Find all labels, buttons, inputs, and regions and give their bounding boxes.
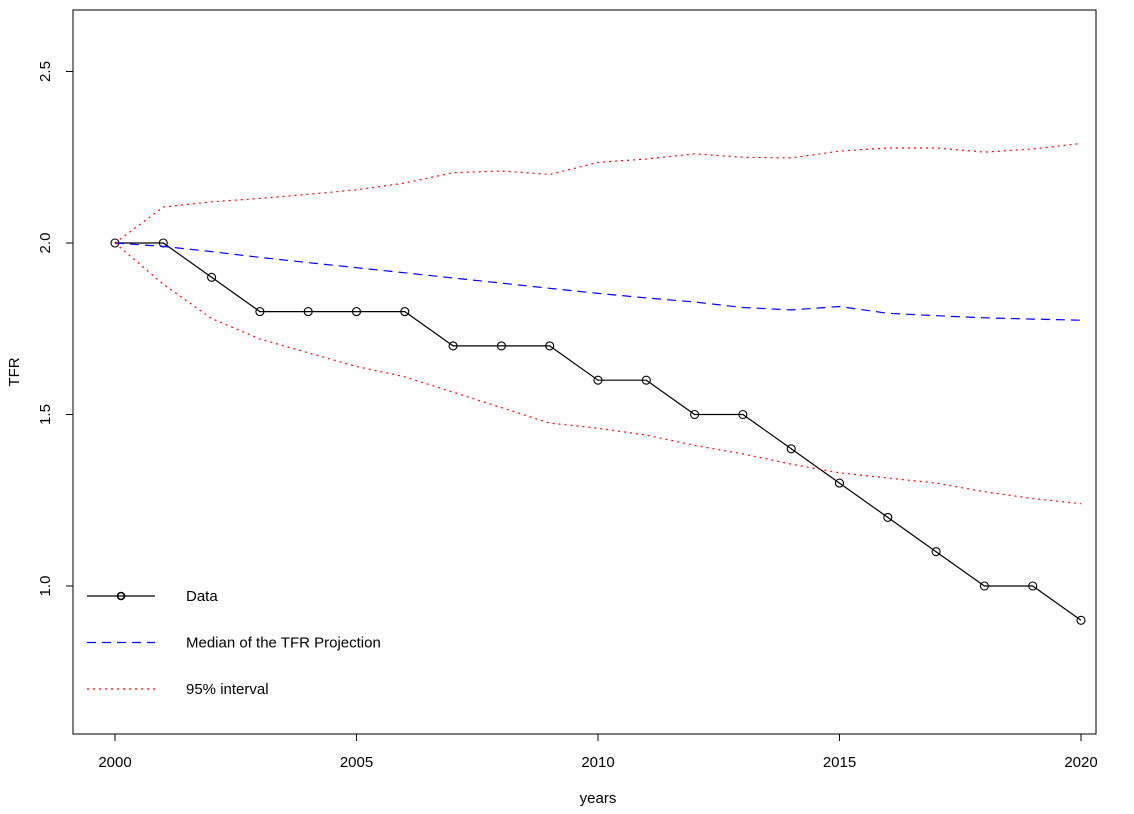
y-tick-label: 2.5: [37, 61, 54, 82]
y-tick-label: 1.5: [37, 404, 54, 425]
data-point-marker: [255, 307, 265, 317]
legend-item-median-of-the-tfr-projection: Median of the TFR Projection: [87, 635, 381, 652]
legend-label: 95% interval: [186, 681, 269, 698]
data-point-marker: [545, 341, 555, 351]
data-point-marker: [641, 375, 651, 385]
x-axis-title: years: [580, 790, 617, 807]
data-point-marker: [448, 341, 458, 351]
data-point-marker: [690, 409, 700, 420]
x-axis: 2000 2005 2010 2015 2020: [98, 734, 1098, 771]
data-point-marker: [883, 512, 893, 522]
legend-marker-sample: [116, 591, 126, 601]
data-point-marker: [979, 581, 989, 591]
y-axis-title: TFR: [6, 357, 23, 386]
data-point-marker: [351, 307, 362, 317]
y-tick-label: 2.0: [37, 233, 54, 254]
data-point-marker: [1076, 615, 1086, 625]
data-point-marker: [786, 444, 796, 454]
y-tick-label: 1.0: [37, 576, 54, 597]
legend-label: Median of the TFR Projection: [186, 635, 381, 652]
plot-border: [72, 9, 1097, 735]
x-tick-label: 2020: [1064, 754, 1097, 771]
x-tick-label: 2010: [581, 754, 614, 771]
series-line-95-interval-upper-bound: [114, 142, 1082, 244]
legend-item-95-interval: 95% interval: [87, 681, 269, 698]
series-line-95-interval-lower-bound: [114, 242, 1082, 505]
data-point-marker: [593, 375, 603, 385]
data-point-marker: [400, 307, 410, 317]
data-point-marker: [207, 272, 217, 282]
x-tick-label: 2000: [98, 754, 131, 771]
x-tick-label: 2015: [823, 754, 856, 771]
legend-label: Data: [186, 588, 218, 605]
y-axis: 1.0 1.5 2.0 2.5: [37, 61, 73, 596]
data-point-marker: [738, 409, 748, 420]
x-tick-label: 2005: [340, 754, 373, 771]
series-line-median-of-the-tfr-projection: [114, 242, 1082, 321]
data-point-marker: [496, 341, 506, 351]
data-point-marker: [303, 307, 313, 317]
data-point-marker: [931, 547, 941, 557]
legend: Data Median of the TFR Projection 95% inte…: [87, 588, 381, 698]
legend-item-data: Data: [87, 588, 218, 605]
series-line-data: [115, 242, 1082, 621]
series-group: [110, 142, 1086, 625]
data-point-marker: [1028, 581, 1038, 591]
data-point-marker: [834, 478, 845, 488]
